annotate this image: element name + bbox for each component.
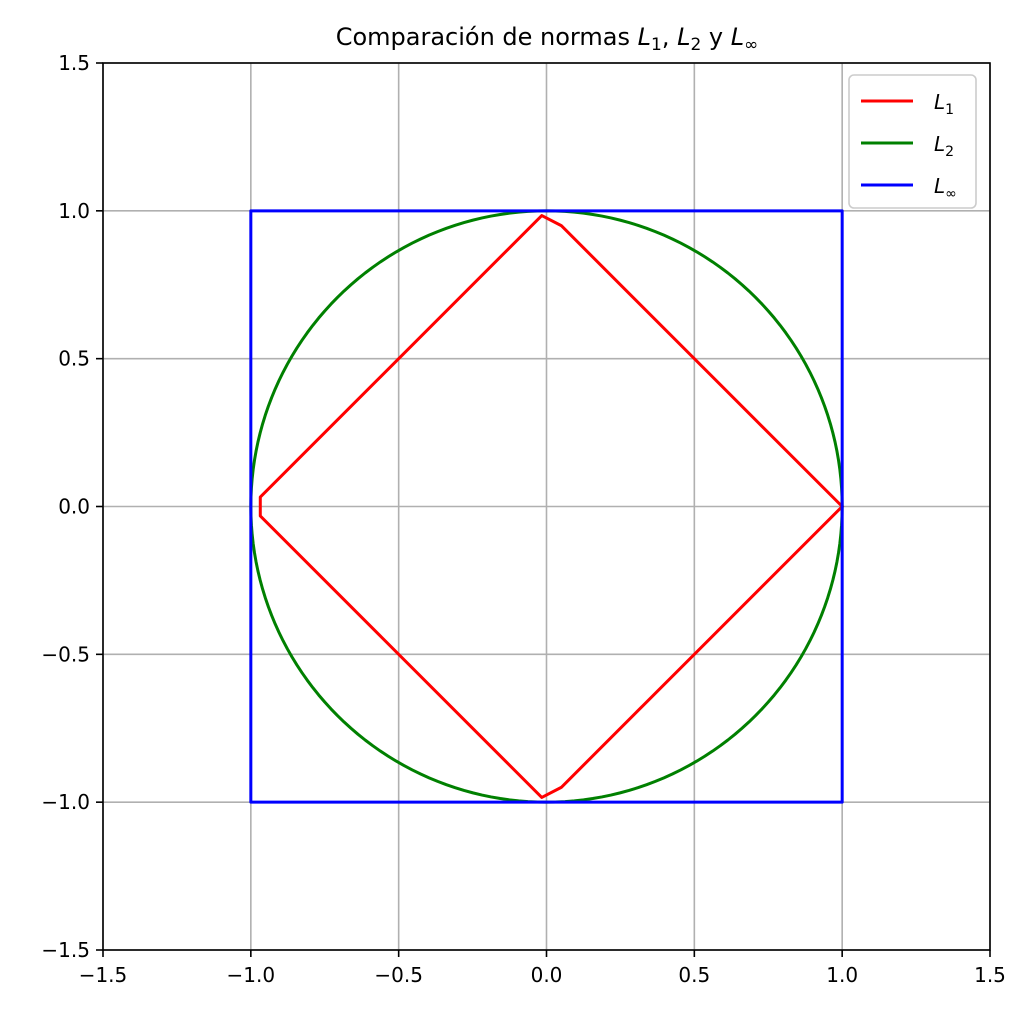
legend-label-sub-1: 1: [945, 102, 954, 118]
title-norm-3-sub: ∞: [744, 35, 758, 55]
x-tick-label-5: 1.0: [826, 963, 858, 987]
series-line-3: [249, 209, 844, 804]
x-tick-label-2: −0.5: [374, 963, 423, 987]
x-tick-label-6: 1.5: [974, 963, 1006, 987]
title-prefix: Comparación de normas: [336, 23, 638, 51]
legend-label-base-1: L: [934, 90, 945, 114]
legend-label-sub-3: ∞: [945, 186, 957, 202]
ticks: −1.5 −1.0 −0.5 0.0 0.5 1.0 1.5 −1.5 −1.0 −0.5 0.0 0…: [41, 51, 1005, 987]
legend-label-base-2: L: [934, 132, 945, 156]
series-line-1: [258, 214, 845, 799]
title-sep-2: y: [701, 23, 730, 51]
x-tick-label-3: 0.0: [531, 963, 563, 987]
series-layer: [249, 209, 845, 804]
y-tick-label-3: 0.0: [58, 495, 90, 519]
title-norm-3: L: [731, 23, 744, 51]
legend-label-3: L∞: [934, 174, 957, 202]
y-tick-label-5: 1.0: [58, 199, 90, 223]
legend-label-sub-2: 2: [945, 144, 954, 160]
title-norm-1: L: [638, 23, 651, 51]
legend-label-base-3: L: [934, 174, 945, 198]
y-tick-label-1: −1.0: [41, 790, 90, 814]
x-tick-label-4: 0.5: [678, 963, 710, 987]
legend-label-2: L2: [934, 132, 954, 160]
x-tick-label-1: −1.0: [227, 963, 276, 987]
title-sep-1: ,: [662, 23, 677, 51]
chart-title: Comparación de normas L1, L2 y L∞: [336, 23, 759, 55]
legend-label-1: L1: [934, 90, 954, 118]
y-tick-label-4: 0.5: [58, 347, 90, 371]
y-tick-label-6: 1.5: [58, 51, 90, 75]
x-tick-label-0: −1.5: [79, 963, 128, 987]
y-tick-label-0: −1.5: [41, 938, 90, 962]
y-tick-label-2: −0.5: [41, 642, 90, 666]
title-norm-1-sub: 1: [651, 35, 662, 55]
title-norm-2: L: [677, 23, 690, 51]
title-norm-2-sub: 2: [690, 35, 701, 55]
